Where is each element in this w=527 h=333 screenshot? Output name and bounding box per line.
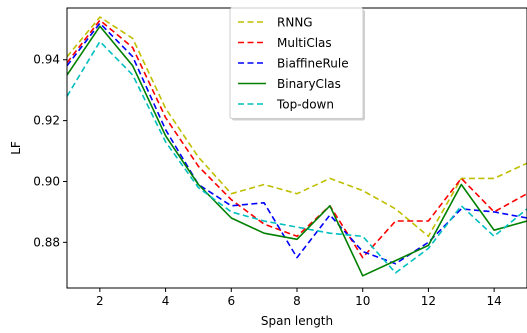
series-line-multiclas	[67, 19, 527, 259]
y-tick-label: 0.92	[33, 114, 60, 128]
x-tick-label: 4	[162, 294, 170, 308]
x-tick-label: 12	[421, 294, 436, 308]
y-tick-label: 0.94	[33, 53, 60, 67]
y-tick-label: 0.88	[33, 235, 60, 249]
legend-label-multiclas: MultiClas	[277, 36, 332, 50]
series-line-binaryclas	[67, 25, 527, 277]
legend-label-rnng: RNNG	[277, 16, 313, 30]
series-line-rnng	[67, 16, 527, 238]
y-tick-label: 0.90	[33, 174, 60, 188]
legend-label-binaryclas: BinaryClas	[277, 77, 341, 91]
x-tick-label: 10	[355, 294, 370, 308]
series-line-top-down	[67, 40, 527, 274]
x-tick-label: 6	[227, 294, 235, 308]
legend-box	[229, 7, 364, 119]
x-tick-label: 14	[487, 294, 502, 308]
legend: RNNG MultiClas BiaffineRule BinaryClas Top-d…	[229, 7, 365, 121]
x-tick-label: 8	[293, 294, 301, 308]
legend-label-biaffinerule: BiaffineRule	[277, 57, 349, 71]
x-tick-label: 2	[96, 294, 104, 308]
series-lines	[67, 16, 527, 277]
y-axis-label: LF	[9, 141, 23, 155]
legend-label-top-down: Top-down	[276, 98, 334, 112]
x-axis-label: Span length	[261, 314, 333, 328]
